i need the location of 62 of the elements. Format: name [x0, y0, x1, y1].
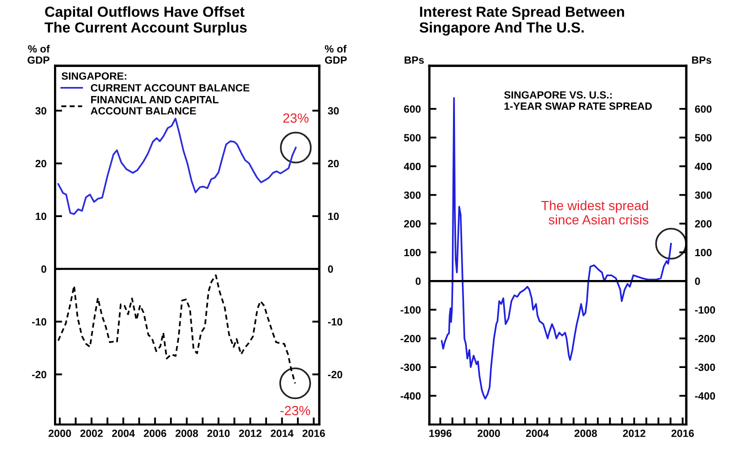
annotation: SINGAPORE VS. U.S.: 1-YEAR SWAP RATE SPREAD [504, 91, 652, 110]
y2-tick-label: 30 [328, 107, 339, 115]
y2-tick-label: 400 [694, 162, 712, 170]
y2-axis-title: BPs [692, 56, 712, 64]
x-tick-label: 2004 [526, 430, 549, 437]
x-tick-label: 2008 [176, 430, 198, 437]
y2-tick-label: -20 [328, 370, 342, 378]
y-axis-title: BPs [404, 56, 424, 64]
y2-tick-label: 10 [328, 212, 339, 220]
y2-tick-label: -300 [695, 364, 716, 371]
y-tick-label: -20 [32, 370, 46, 378]
y2-tick-label: 300 [694, 191, 712, 199]
x-tick-label: 2006 [144, 430, 166, 437]
y-tick-label: 0 [41, 265, 46, 273]
y2-tick-label: -10 [328, 318, 342, 326]
y2-tick-label: 100 [695, 248, 712, 256]
y2-tick-label: 600 [695, 105, 712, 113]
y-tick-label: 200 [404, 220, 421, 228]
y-tick-label: 400 [404, 162, 421, 170]
annotation: -23% [280, 406, 310, 416]
y2-tick-label: 20 [328, 160, 339, 168]
chart-title: Interest Rate Spread Between Singapore And The U.S. [420, 6, 624, 36]
y-axis-title: % of GDP [28, 44, 50, 64]
y-tick-label: -100 [400, 306, 421, 314]
y2-tick-label: -200 [695, 334, 716, 342]
y2-tick-label: -100 [695, 306, 716, 314]
legend-label: FINANCIAL AND CAPITAL ACCOUNT BALANCE [90, 96, 218, 115]
x-tick-label: 1996 [429, 430, 452, 437]
y2-tick-label: -400 [695, 392, 716, 400]
y2-tick-label: 0 [695, 278, 700, 285]
y-tick-label: -400 [400, 392, 421, 400]
y-tick-label: 300 [404, 191, 421, 199]
legend-label: CURRENT ACCOUNT BALANCE [90, 84, 250, 92]
y2-tick-label: 500 [694, 134, 712, 142]
x-tick-label: 2008 [574, 430, 597, 437]
legend-title: SINGAPORE: [62, 72, 126, 80]
y-tick-label: 10 [36, 212, 46, 220]
annotation: 23% [283, 113, 309, 123]
y-tick-label: -300 [400, 364, 421, 371]
x-tick-label: 2016 [302, 430, 325, 437]
y2-tick-label: 0 [328, 265, 333, 273]
x-tick-label: 2004 [112, 430, 135, 437]
y-tick-label: 30 [35, 107, 46, 115]
x-tick-label: 2000 [478, 430, 500, 437]
annotation: The widest spread since Asian crisis [541, 200, 648, 224]
y-tick-label: -200 [400, 334, 421, 342]
x-tick-label: 2012 [622, 430, 646, 437]
x-tick-label: 2012 [239, 430, 262, 437]
y-tick-label: -10 [32, 318, 46, 326]
x-tick-label: 2000 [48, 430, 71, 437]
y-tick-label: 0 [416, 278, 421, 285]
y-tick-label: 100 [404, 248, 421, 256]
x-tick-label: 2016 [671, 430, 694, 437]
chart-title: Capital Outflows Have Offset The Current Account Surplus [44, 6, 247, 36]
y-tick-label: 600 [404, 105, 421, 113]
x-tick-label: 2010 [207, 430, 230, 437]
y2-tick-label: 200 [694, 220, 712, 228]
x-tick-label: 2002 [80, 430, 103, 437]
y2-axis-title: % of GDP [324, 44, 347, 64]
x-tick-label: 2014 [270, 430, 294, 437]
y-tick-label: 500 [404, 134, 421, 142]
y-tick-label: 20 [35, 160, 46, 168]
